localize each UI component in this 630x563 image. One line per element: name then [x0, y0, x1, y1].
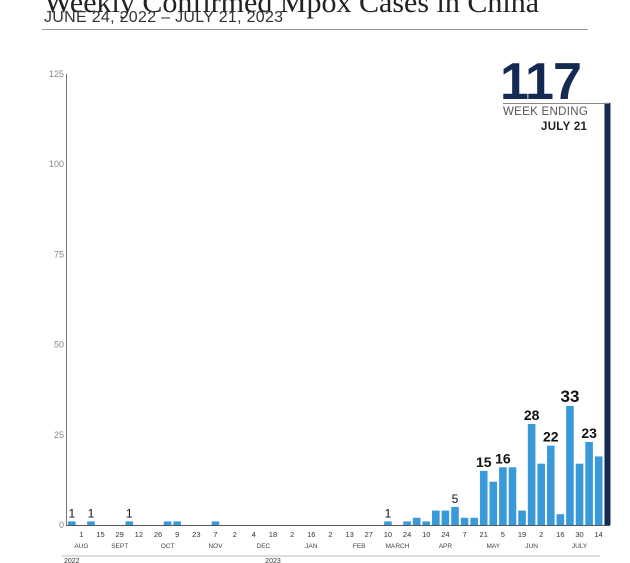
x-tick-day-51: 16 [556, 530, 564, 539]
x-tick-day-11: 9 [175, 530, 179, 539]
y-tick-label-3: 75 [54, 249, 64, 259]
bar-33 [384, 521, 392, 525]
x-tick-day-21: 18 [269, 530, 277, 539]
bar-52 [566, 405, 574, 525]
x-tick-month-10: OCT [161, 543, 175, 550]
data-label-54: 23 [581, 425, 597, 441]
x-tick-day-41: 7 [462, 530, 466, 539]
x-tick-day-5: 29 [116, 530, 124, 539]
bar-48 [527, 423, 536, 525]
bar-38 [432, 510, 440, 525]
x-tick-day-13: 23 [192, 530, 200, 539]
x-tick-day-39: 24 [441, 530, 449, 539]
x-tick-day-55: 14 [595, 530, 603, 539]
bar-45 [499, 467, 507, 525]
y-tick-label-1: 25 [54, 430, 64, 440]
x-tick-day-19: 4 [252, 530, 256, 539]
x-tick-day-27: 2 [328, 530, 332, 539]
data-label-33: 1 [385, 506, 392, 520]
bar-10 [163, 521, 172, 525]
data-label-50: 22 [543, 429, 559, 445]
chart-title: Weekly Confirmed Mpox Cases in China [44, 0, 540, 19]
x-tick-month-44: MAY [487, 543, 501, 550]
x-tick-year-0: 2022 [64, 558, 80, 563]
bar-40 [451, 506, 459, 525]
callout-divider [503, 103, 609, 104]
x-tick-month-1: AUG [74, 543, 88, 550]
x-tick-day-3: 15 [96, 530, 104, 539]
bar-43 [479, 470, 488, 525]
x-tick-month-53: JULY [572, 543, 588, 550]
data-label-43: 15 [476, 454, 492, 470]
x-tick-day-33: 10 [384, 530, 392, 539]
x-tick-day-17: 2 [233, 530, 237, 539]
bar-50 [546, 445, 555, 525]
y-tick-label-0: 0 [59, 520, 64, 530]
callout-date: JULY 21 [541, 121, 588, 133]
bar-36 [412, 517, 421, 525]
x-tick-month-34: MARCH [386, 543, 410, 550]
x-tick-day-25: 16 [307, 530, 315, 539]
x-tick-month-20: DEC [257, 543, 271, 550]
bar-41 [460, 517, 469, 525]
bar-42 [470, 517, 478, 525]
x-tick-year-21: 2023 [265, 558, 281, 563]
x-tick-day-29: 13 [345, 530, 353, 539]
x-tick-month-30: FEB [353, 543, 366, 550]
bar-51 [556, 514, 565, 525]
data-label-6: 1 [126, 506, 133, 520]
bar-53 [575, 463, 584, 525]
data-label-2: 1 [88, 506, 95, 520]
x-tick-day-15: 7 [213, 530, 217, 539]
bar-46 [508, 467, 517, 525]
bar-44 [489, 481, 498, 525]
x-tick-day-9: 26 [154, 530, 162, 539]
bar-37 [422, 521, 431, 525]
bar-39 [441, 510, 450, 525]
bar-2 [87, 521, 95, 525]
y-tick-label-4: 100 [49, 159, 64, 169]
x-tick-month-15: NOV [208, 543, 223, 550]
data-label-0: 1 [68, 506, 75, 520]
data-label-48: 28 [524, 407, 540, 423]
x-tick-month-39: APR [439, 543, 453, 550]
x-tick-day-1: 1 [79, 530, 83, 539]
bar-11 [173, 521, 181, 525]
x-tick-day-43: 21 [480, 530, 488, 539]
x-tick-day-35: 24 [403, 530, 411, 539]
bar-47 [518, 510, 526, 525]
bar-55 [594, 456, 603, 525]
bar-15 [211, 521, 220, 525]
bar-35 [403, 521, 411, 525]
x-tick-day-47: 19 [518, 530, 526, 539]
x-tick-day-23: 2 [290, 530, 294, 539]
y-tick-label-2: 50 [54, 340, 64, 350]
x-tick-day-49: 2 [539, 530, 543, 539]
title-divider [42, 29, 588, 30]
bar-6 [125, 521, 134, 525]
bar-49 [537, 463, 546, 525]
x-tick-month-25: JAN [305, 543, 318, 550]
bar-56 [604, 102, 611, 525]
chart-subtitle: JUNE 24, 2022 – JULY 21, 2023 [44, 9, 284, 26]
callout-label: WEEK ENDING [503, 106, 589, 118]
x-tick-day-37: 10 [422, 530, 430, 539]
bar-0 [67, 521, 76, 525]
x-tick-month-5: SEPT [111, 543, 128, 550]
x-tick-month-48: JUN [525, 543, 538, 550]
callout-value: 117 [500, 53, 582, 111]
data-label-40: 5 [452, 492, 459, 506]
x-tick-day-31: 27 [365, 530, 373, 539]
bar-54 [585, 442, 593, 525]
x-tick-day-53: 30 [575, 530, 583, 539]
data-label-52: 33 [560, 387, 579, 406]
x-tick-day-7: 12 [135, 530, 143, 539]
y-tick-label-5: 125 [49, 69, 64, 79]
x-tick-day-45: 5 [501, 530, 505, 539]
data-label-45: 16 [495, 450, 511, 466]
